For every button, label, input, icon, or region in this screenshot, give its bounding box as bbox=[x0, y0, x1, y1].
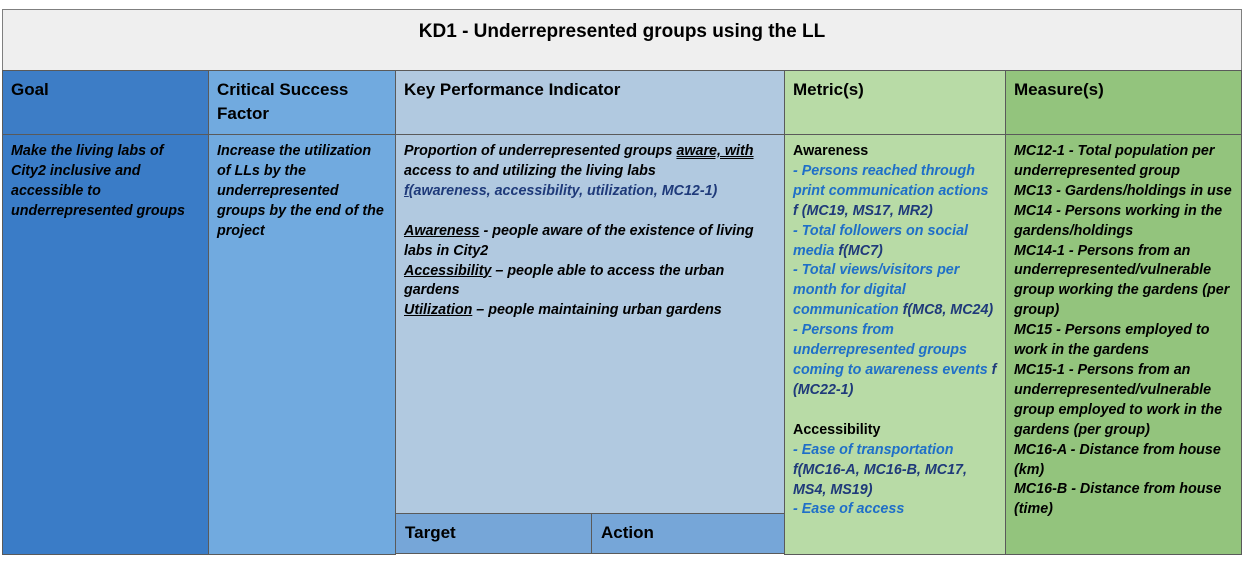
metrics-accessibility-heading: Accessibility bbox=[793, 421, 881, 438]
metric-item: - Persons from underrepresented groups c… bbox=[793, 322, 997, 398]
header-kpi: Key Performance Indicator bbox=[395, 70, 785, 135]
table-title: KD1 - Underrepresented groups using the … bbox=[2, 9, 1242, 71]
header-metrics: Metric(s) bbox=[784, 70, 1006, 135]
header-critical-success-factor: Critical Success Factor bbox=[208, 70, 396, 135]
kpi-utilization: Utilization – people maintaining urban g… bbox=[404, 302, 722, 319]
header-goal: Goal bbox=[2, 70, 209, 135]
kpi-cell: Proportion of underrepresented groups aw… bbox=[395, 134, 785, 514]
kpi-accessibility: Accessibility – people able to access th… bbox=[404, 262, 725, 299]
action-cell: Action bbox=[591, 513, 785, 554]
measure-item: MC12-1 - Total population per underrepre… bbox=[1014, 143, 1215, 179]
goal-text: Make the living labs of City2 inclusive … bbox=[11, 143, 185, 219]
measure-item: MC15-1 - Persons from an underrepresente… bbox=[1014, 361, 1223, 438]
measure-item: MC16-B - Distance from house (time) bbox=[1014, 481, 1222, 518]
measures-cell: MC12-1 - Total population per underrepre… bbox=[1005, 134, 1242, 555]
measure-item: MC14-1 - Persons from an underrepresente… bbox=[1014, 242, 1230, 319]
kpi-definition: Proportion of underrepresented groups aw… bbox=[404, 143, 754, 179]
metrics-cell: Awareness - Persons reached through prin… bbox=[784, 134, 1006, 555]
csf-cell: Increase the utilization of LLs by the u… bbox=[208, 134, 396, 555]
csf-text: Increase the utilization of LLs by the u… bbox=[217, 143, 384, 239]
measure-item: MC14 - Persons working in the gardens/ho… bbox=[1014, 202, 1223, 239]
metric-item-transport: - Ease of transportation bbox=[793, 441, 954, 458]
kpi-awareness: Awareness - people aware of the existenc… bbox=[404, 222, 754, 259]
metric-item: - Total followers on social media f(MC7) bbox=[793, 222, 969, 259]
metrics-awareness-heading: Awareness bbox=[793, 143, 869, 159]
measure-item: MC16-A - Distance from house (km) bbox=[1014, 441, 1221, 478]
metric-item: - Persons reached through print communic… bbox=[793, 162, 989, 219]
goal-cell: Make the living labs of City2 inclusive … bbox=[2, 134, 209, 555]
metric-formula-transport: f(MC16-A, MC16-B, MC17, MS4, MS19) bbox=[793, 461, 967, 498]
kpi-formula: f(awareness, accessibility, utilization,… bbox=[404, 182, 718, 199]
measure-item: MC15 - Persons employed to work in the g… bbox=[1014, 322, 1210, 359]
target-cell: Target bbox=[395, 513, 592, 554]
metric-item: - Total views/visitors per month for dig… bbox=[793, 262, 994, 319]
measure-item: MC13 - Gardens/holdings in use bbox=[1014, 182, 1232, 199]
header-measures: Measure(s) bbox=[1005, 70, 1242, 135]
metric-item-access: - Ease of access bbox=[793, 501, 905, 518]
